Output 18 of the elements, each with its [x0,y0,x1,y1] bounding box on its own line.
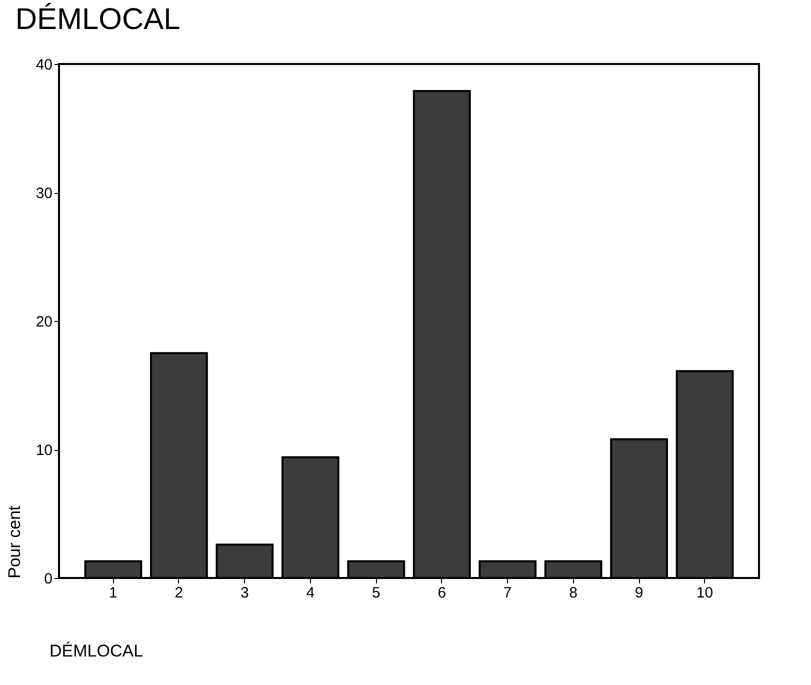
x-tick-label: 1 [109,584,118,602]
chart-title: DÉMLOCAL [15,2,180,36]
y-axis-title: Pour cent [4,505,24,578]
x-tick-label: 10 [696,584,714,602]
x-tick-label: 9 [634,584,644,602]
x-tick-label: 4 [306,584,315,602]
x-tick-label: 6 [438,584,446,602]
y-tick-label: 40 [36,56,52,74]
x-tick-label: 8 [569,584,578,602]
y-tick-label: 10 [36,442,52,459]
y-tick-label: 0 [44,570,52,588]
x-tick-label: 2 [174,584,184,602]
x-axis-title: DÉMLOCAL [50,642,144,660]
x-tick-label: 3 [240,584,249,602]
x-tick-label: 7 [503,584,512,602]
y-tick-label: 20 [36,314,52,330]
x-tick-label: 5 [372,584,380,602]
y-tick-label: 30 [36,185,52,202]
